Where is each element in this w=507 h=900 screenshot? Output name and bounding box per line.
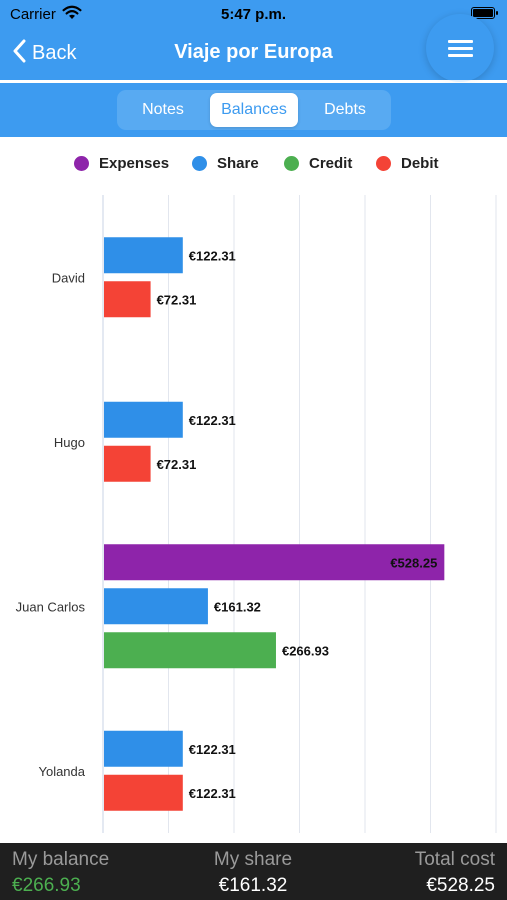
clock: 5:47 p.m.: [220, 6, 287, 23]
total-cost-stat: Total cost €528.25: [415, 849, 495, 897]
data-label-share: €122.31: [189, 413, 236, 428]
legend-share: Share: [192, 155, 259, 172]
bar-credit: [104, 632, 276, 669]
chart-legend: Expenses Share Credit Debit: [0, 155, 507, 179]
bar-share: [104, 588, 208, 625]
my-balance-label: My balance: [12, 849, 110, 870]
my-share-value: €161.32: [218, 875, 288, 896]
legend-label-debit: Debit: [401, 155, 439, 172]
data-label-debit: €72.31: [157, 457, 197, 472]
total-cost-label: Total cost: [414, 849, 495, 870]
carrier-label: Carrier: [10, 6, 56, 23]
data-label-share: €161.32: [214, 599, 261, 614]
hamburger-icon-bar: [448, 47, 473, 50]
bar-share: [104, 730, 183, 767]
my-balance-value: €266.93: [12, 875, 81, 896]
category-label: David: [52, 270, 85, 285]
bar-expenses: [104, 544, 445, 581]
tab-debts[interactable]: Debts: [324, 101, 366, 118]
data-label-share: €122.31: [189, 742, 236, 757]
balances-chart: David €122.31 €72.31 Hugo €122.31 €72.31 Juan …: [16, 195, 497, 833]
legend-label-credit: Credit: [309, 155, 353, 172]
battery-icon: [471, 7, 498, 19]
segmented-control: Notes Balances Debts: [117, 90, 391, 130]
wifi-icon: [62, 5, 82, 25]
bar-debit: [104, 774, 183, 811]
legend-dot-share: [192, 156, 207, 171]
data-label-share: €122.31: [189, 248, 236, 263]
my-share-stat: My share €161.32: [203, 849, 303, 897]
legend-dot-debit: [376, 156, 391, 171]
bar-share: [104, 401, 183, 438]
legend-label-share: Share: [217, 155, 259, 172]
total-cost-value: €528.25: [426, 875, 495, 896]
back-button[interactable]: Back: [12, 38, 76, 68]
bar-debit: [104, 445, 151, 482]
legend-dot-expenses: [74, 156, 89, 171]
legend-debit: Debit: [376, 155, 439, 172]
legend-expenses: Expenses: [74, 155, 169, 172]
summary-bar: My balance €266.93 My share €161.32 Tota…: [0, 843, 507, 900]
category-label: Yolanda: [38, 764, 85, 779]
data-label-debit: €122.31: [189, 786, 236, 801]
hamburger-icon-bar: [448, 54, 473, 57]
bar-debit: [104, 281, 151, 318]
header-divider: [0, 80, 507, 83]
hamburger-icon-bar: [448, 40, 473, 43]
legend-dot-credit: [284, 156, 299, 171]
legend-label-expenses: Expenses: [99, 155, 170, 172]
navigation-bar: Back Viaje por Europa: [0, 14, 507, 82]
status-bar: Carrier 5:47 p.m.: [0, 0, 507, 28]
data-label-debit: €72.31: [157, 292, 197, 307]
page-title: Viaje por Europa: [174, 41, 333, 63]
category-label: Hugo: [54, 435, 85, 450]
bar-share: [104, 237, 183, 274]
chevron-left-icon: [12, 39, 26, 68]
tab-notes[interactable]: Notes: [142, 101, 184, 118]
segment-bar: Notes Balances Debts: [0, 83, 507, 137]
back-label: Back: [32, 41, 77, 64]
category-label: Juan Carlos: [16, 599, 86, 614]
tab-balances[interactable]: Balances: [210, 93, 298, 127]
data-label-expenses: €528.25: [390, 555, 437, 570]
my-share-label: My share: [213, 849, 293, 870]
my-balance-stat: My balance €266.93: [12, 849, 109, 897]
data-label-credit: €266.93: [282, 643, 329, 658]
menu-button[interactable]: [426, 14, 494, 82]
legend-credit: Credit: [284, 155, 352, 172]
